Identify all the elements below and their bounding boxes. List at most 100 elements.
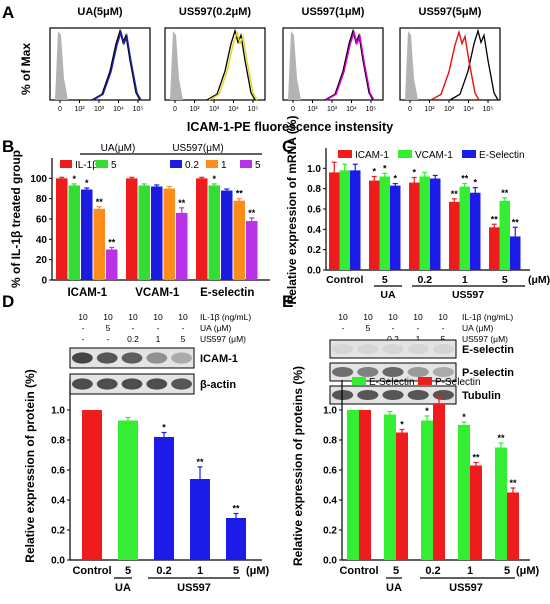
blot-band: [407, 366, 429, 378]
panel-b-letter: B: [2, 137, 14, 156]
bar: [81, 189, 93, 280]
blot-label: Tubulin: [462, 390, 501, 402]
bar: [459, 186, 470, 270]
blot-band: [357, 343, 379, 355]
histogram-tick-label: 0: [408, 106, 412, 113]
significance-label: *: [162, 423, 166, 433]
y-tick-label: 0.8: [307, 184, 321, 195]
blot-band: [121, 352, 143, 364]
blot-band: [71, 378, 93, 390]
y-tick-label: 20: [36, 255, 48, 266]
significance-label: **: [512, 217, 520, 227]
category-label: 5: [382, 274, 388, 286]
y-tick-label: 0.6: [323, 466, 337, 477]
significance-label: **: [96, 197, 104, 207]
histogram-tick-label: 0: [291, 106, 295, 113]
histogram-tick-label: 10⁴: [113, 106, 124, 113]
us-group-label: US597(μM): [172, 143, 223, 154]
y-tick-label: 0.0: [323, 556, 337, 567]
legend-swatch: [338, 150, 352, 158]
treatment-value: 10: [78, 312, 88, 322]
treatment-value: -: [342, 334, 345, 344]
treatment-histogram: [208, 29, 258, 101]
legend-label: 5: [255, 160, 261, 171]
category-label: Control: [339, 565, 378, 577]
bar: [208, 185, 220, 280]
bar: [495, 447, 507, 560]
bar: [470, 465, 482, 560]
significance-label: **: [509, 478, 517, 488]
chart-d: 0.0 0.2 0.4 0.6 0.8 1.0 Control 5 * 0.2 ** 1 ** 5 (μM)…: [51, 380, 270, 594]
bar: [396, 432, 408, 560]
histogram-title: UA(5μM): [77, 6, 123, 18]
bar: [221, 190, 233, 280]
significance-label: **: [472, 453, 480, 463]
us-group-label: US597: [452, 289, 484, 301]
legend-label: E-Selectin: [369, 377, 415, 388]
y-tick-label: 60: [36, 215, 48, 226]
category-label: 5: [125, 565, 131, 577]
y-tick-label: 0.6: [51, 466, 65, 477]
blot-band: [357, 366, 379, 378]
y-tick-label: 0.4: [51, 496, 65, 507]
category-label: Control: [326, 274, 363, 286]
y-tick-label: 0.4: [323, 496, 337, 507]
bar: [470, 192, 481, 270]
treatment-value: -: [367, 334, 370, 344]
category-label: 0.2: [425, 565, 440, 577]
legend-swatch: [170, 160, 182, 168]
y-tick-label: 40: [36, 235, 48, 246]
treatment-value: 1: [416, 334, 421, 344]
histogram-tick-label: 10²: [74, 106, 85, 113]
bar: [379, 176, 390, 270]
ua-group-label: UA(μM): [101, 143, 136, 154]
legend-label: 5: [111, 160, 117, 171]
panel-c-ylabel: Relative expression of mRNA (%): [285, 116, 299, 305]
significance-label: *: [473, 178, 477, 188]
blot-label: β-actin: [200, 379, 236, 391]
treatment-histogram: [325, 29, 375, 101]
bar: [82, 410, 102, 560]
blot-band: [382, 366, 404, 378]
category-label: 5: [393, 565, 399, 577]
blot-band: [71, 352, 93, 364]
legend-label: P-Selectin: [435, 377, 481, 388]
bar: [499, 200, 510, 270]
legend-swatch: [60, 160, 72, 168]
bar: [138, 185, 150, 280]
control-histogram: [206, 28, 256, 101]
blot-band: [171, 352, 193, 364]
treatment-row-label: IL-1β (ng/mL): [200, 312, 251, 322]
bar: [233, 200, 245, 280]
bar: [489, 227, 500, 270]
legend-label: 1: [221, 160, 227, 171]
treatment-value: -: [392, 323, 395, 333]
treatment-row-label: IL-1β (ng/mL): [462, 312, 513, 322]
significance-label: **: [248, 208, 256, 218]
panel-e-treatment-table: 10 10 10 10 10 IL-1β (ng/mL)- 5- - - UA (μM)- -0.2…: [338, 312, 513, 344]
significance-label: **: [491, 214, 499, 224]
treatment-value: -: [132, 323, 135, 333]
panel-d-treatment-table: 10 10 10 10 10 IL-1β (ng/mL)- 5- - - UA (μM)- -0.2…: [78, 312, 251, 344]
histogram-tick-label: 10³: [444, 106, 455, 113]
treatment-value: 10: [438, 312, 448, 322]
category-label: E-selectin: [200, 287, 254, 299]
y-tick-label: 100: [30, 174, 47, 185]
treatment-value: 5: [441, 334, 446, 344]
us-group-label: US597: [449, 582, 483, 594]
category-label: 1: [197, 565, 203, 577]
blot-label: ICAM-1: [200, 353, 238, 365]
bar: [246, 221, 258, 280]
significance-label: *: [425, 406, 429, 416]
y-tick-label: 1.0: [51, 406, 65, 417]
histogram-tick-label: 10⁵: [248, 106, 259, 113]
ua-group-label: UA: [115, 582, 131, 594]
y-tick-label: 0.4: [307, 225, 321, 236]
treatment-value: 5: [366, 323, 371, 333]
unit-label: (μM): [516, 565, 540, 577]
bar: [369, 180, 380, 270]
category-label: VCAM-1: [135, 287, 180, 299]
treatment-value: 10: [178, 312, 188, 322]
bar: [56, 178, 68, 280]
